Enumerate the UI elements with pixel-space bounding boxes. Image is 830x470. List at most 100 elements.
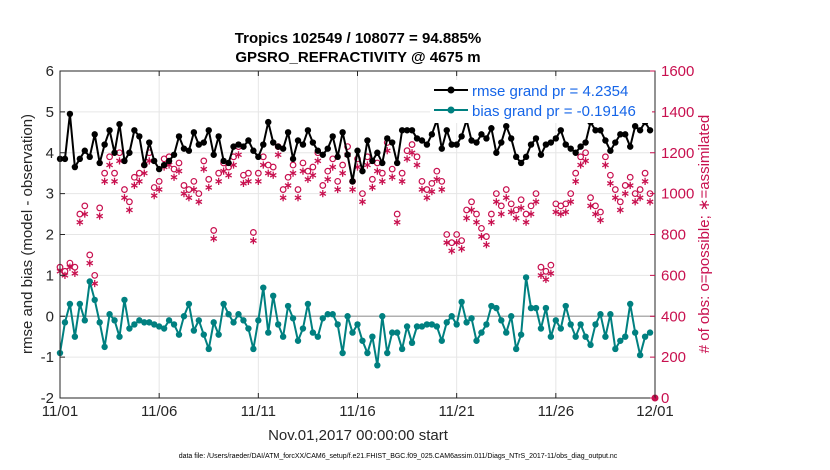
bias-point <box>334 321 341 328</box>
asterisk-stroke <box>473 219 480 225</box>
obs-possible-point <box>626 173 634 181</box>
rmse-point <box>344 151 351 158</box>
asterisk-stroke <box>96 213 104 219</box>
bias-point <box>314 333 322 340</box>
rmse-point <box>622 131 629 138</box>
rmse-point <box>131 127 138 134</box>
obs-assimilated-point <box>403 155 411 163</box>
bias-point <box>542 304 550 312</box>
rmse-point <box>294 137 302 144</box>
rmse-point <box>448 141 455 148</box>
rmse-point <box>418 137 426 144</box>
obs-assimilated-point <box>339 169 347 177</box>
asterisk-stroke <box>542 277 550 282</box>
obs-assimilated-point <box>448 247 456 255</box>
bias-point <box>468 315 475 322</box>
obs-assimilated-point <box>507 208 515 216</box>
asterisk-stroke <box>398 178 406 184</box>
rmse-point <box>423 141 431 148</box>
asterisk-stroke <box>185 195 193 201</box>
rmse-point <box>101 141 108 148</box>
bias-point <box>592 321 599 328</box>
y-tick-label: 5 <box>46 104 54 121</box>
y-tick-label: 0 <box>46 308 54 325</box>
obs-possible-point <box>597 208 604 216</box>
obs-possible-point <box>200 157 208 165</box>
obs-assimilated-point <box>81 210 89 218</box>
asterisk-stroke <box>210 236 218 241</box>
obs-assimilated-point <box>66 263 74 271</box>
rmse-point <box>493 149 500 156</box>
obs-assimilated-point <box>547 269 555 277</box>
rmse-point <box>562 141 569 148</box>
obs-assimilated-point <box>215 177 223 185</box>
tick-marks <box>59 70 656 399</box>
asterisk-stroke <box>631 199 639 205</box>
rmse-point <box>339 129 346 136</box>
asterisk-stroke <box>497 211 505 217</box>
obs-assimilated-point <box>463 214 471 222</box>
rmse-point <box>240 143 247 150</box>
obs-possible-point <box>478 224 485 232</box>
asterisk-stroke <box>155 187 163 192</box>
obs-assimilated-point <box>393 218 401 226</box>
bias-point <box>160 325 168 332</box>
y2-tick-label: 1200 <box>661 145 694 162</box>
obs-possible-point <box>254 169 262 177</box>
obs-assimilated-point <box>557 210 565 218</box>
asterisk-stroke <box>567 199 575 205</box>
asterisk-stroke <box>433 176 441 182</box>
asterisk-stroke <box>195 199 203 205</box>
asterisk-stroke <box>180 191 188 196</box>
bias-point <box>141 319 148 326</box>
rmse-point <box>379 159 386 167</box>
x-tick-label: 11/06 <box>141 403 177 420</box>
obs-assimilated-point <box>378 177 386 185</box>
bias-point <box>473 337 480 344</box>
asterisk-stroke <box>294 195 302 201</box>
obs-possible-point <box>428 180 436 187</box>
obs-assimilated-point <box>76 218 84 226</box>
asterisk-stroke <box>205 185 213 190</box>
obs-assimilated-point <box>373 167 381 175</box>
asterisk-stroke <box>86 260 94 266</box>
rmse-point <box>319 151 326 158</box>
asterisk-stroke <box>582 158 590 164</box>
rmse-point <box>185 147 193 154</box>
rmse-point <box>274 143 282 150</box>
asterisk-stroke <box>279 195 287 201</box>
bias-point <box>374 362 381 369</box>
x-tick-label: 11/01 <box>42 403 78 420</box>
obs-assimilated-point <box>155 185 163 194</box>
asterisk-stroke <box>527 211 535 217</box>
bias-point <box>111 317 118 324</box>
obs-assimilated-point <box>244 177 252 185</box>
asterisk-stroke <box>428 189 436 194</box>
obs-possible-point <box>483 233 490 240</box>
rmse-point <box>270 139 277 146</box>
obs-possible-point <box>126 198 133 206</box>
obs-assimilated-point <box>537 271 545 279</box>
obs-assimilated-point <box>606 179 614 188</box>
obs-assimilated-point <box>646 198 654 206</box>
obs-possible-point <box>567 190 575 198</box>
bias-point <box>537 325 545 332</box>
obs-assimilated-point <box>582 157 590 165</box>
rmse-point <box>155 165 163 173</box>
asterisk-stroke <box>150 193 158 199</box>
obs-possible-point <box>572 169 580 177</box>
obs-possible-point <box>210 227 218 234</box>
obs-assimilated-point <box>626 181 634 190</box>
bias-point <box>205 345 212 353</box>
obs-assimilated-point <box>562 208 570 216</box>
obs-possible-point <box>443 231 451 238</box>
bias-point <box>96 319 103 326</box>
asterisk-stroke <box>408 150 416 156</box>
y-tick-label: 4 <box>46 145 54 162</box>
rmse-point <box>265 118 272 126</box>
bias-point <box>428 321 436 328</box>
bias-point <box>235 311 242 318</box>
obs-possible-point <box>547 261 555 269</box>
bias-point <box>329 311 336 318</box>
